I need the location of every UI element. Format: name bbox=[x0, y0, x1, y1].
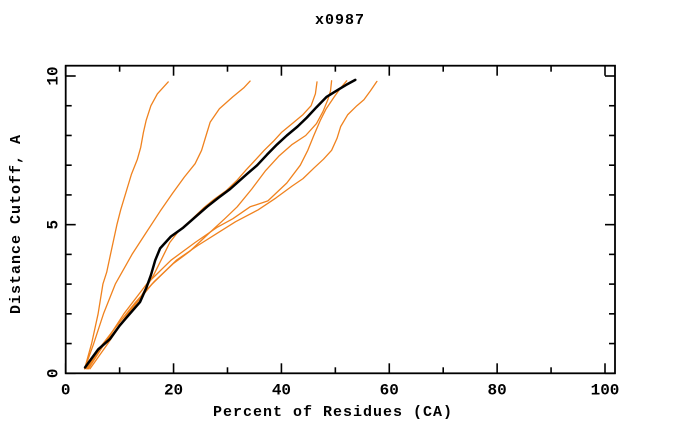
orange-curve-6 bbox=[89, 80, 378, 370]
x-tick-label: 20 bbox=[164, 381, 183, 399]
y-tick-label: 0 bbox=[45, 368, 63, 378]
plot-frame bbox=[64, 64, 616, 375]
chart-title: x0987 bbox=[314, 12, 365, 29]
y-tick-label: 10 bbox=[45, 66, 63, 85]
y-tick-label: 5 bbox=[45, 220, 63, 230]
orange-curve-2 bbox=[83, 80, 251, 370]
x-tick-label: 40 bbox=[272, 381, 291, 399]
orange-curve-4 bbox=[86, 80, 333, 370]
x-tick-label: 100 bbox=[591, 381, 620, 399]
x-tick-label: 80 bbox=[488, 381, 507, 399]
y-axis-label: Distance Cutoff, A bbox=[8, 134, 25, 314]
orange-curve-1 bbox=[83, 81, 169, 370]
black-curve bbox=[83, 78, 357, 369]
x-tick-label: 0 bbox=[61, 381, 71, 399]
x-tick-label: 60 bbox=[380, 381, 399, 399]
x-axis-label: Percent of Residues (CA) bbox=[213, 404, 453, 421]
